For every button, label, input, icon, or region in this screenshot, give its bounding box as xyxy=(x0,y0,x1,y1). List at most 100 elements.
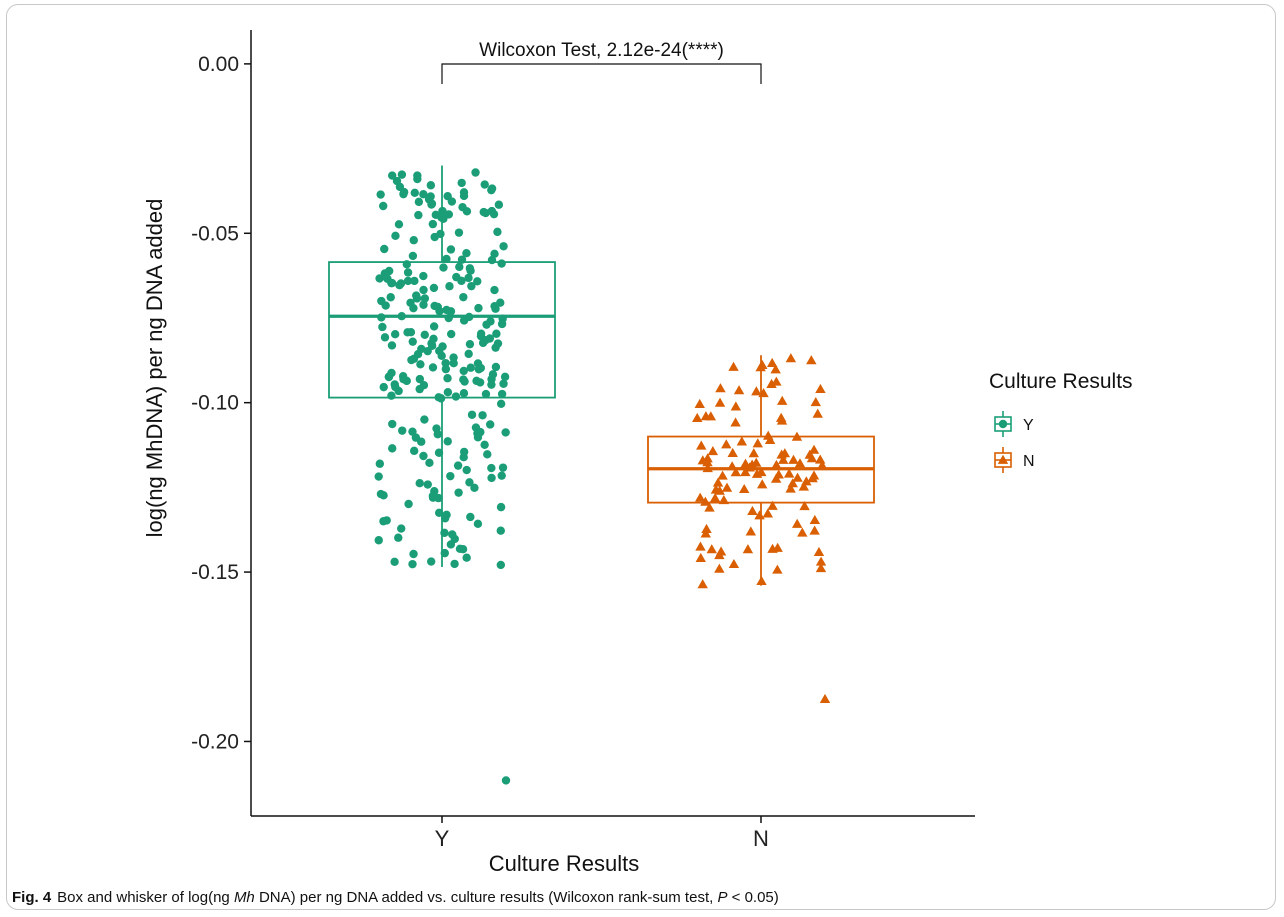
data-point xyxy=(425,459,433,467)
significance-bracket: Wilcoxon Test, 2.12e-24(****) xyxy=(442,40,761,84)
data-point xyxy=(502,776,510,784)
data-point xyxy=(414,350,422,358)
data-point xyxy=(414,211,422,219)
data-point xyxy=(388,279,396,287)
data-point xyxy=(381,333,389,341)
data-point xyxy=(792,519,802,528)
data-point xyxy=(391,383,399,391)
data-point xyxy=(463,466,471,474)
legend-title: Culture Results xyxy=(989,370,1133,393)
data-point xyxy=(409,550,417,558)
y-tick-label: -0.05 xyxy=(191,222,239,245)
data-point xyxy=(728,362,738,371)
data-point xyxy=(429,220,437,228)
data-point xyxy=(419,272,427,280)
data-point xyxy=(435,307,443,315)
data-point xyxy=(777,396,787,405)
data-point xyxy=(447,245,455,253)
data-point xyxy=(722,483,732,492)
data-point xyxy=(715,383,725,392)
data-point xyxy=(814,547,824,556)
data-point xyxy=(432,424,440,432)
caption-text-middle: DNA) per ng DNA added vs. culture result… xyxy=(255,889,718,906)
data-point xyxy=(464,350,472,358)
data-point xyxy=(495,201,503,209)
data-point xyxy=(419,286,427,294)
data-point xyxy=(415,198,423,206)
data-point xyxy=(388,444,396,452)
data-point xyxy=(478,411,486,419)
data-point xyxy=(379,202,387,210)
data-point xyxy=(410,277,418,285)
data-point xyxy=(419,190,427,198)
data-point xyxy=(739,484,749,493)
data-point xyxy=(757,479,767,488)
data-point xyxy=(447,330,455,338)
data-point xyxy=(454,461,462,469)
data-point xyxy=(430,322,438,330)
data-point xyxy=(481,209,489,217)
data-point xyxy=(701,524,711,533)
data-point xyxy=(730,417,740,426)
data-point xyxy=(486,420,494,428)
data-point xyxy=(487,186,495,194)
data-point xyxy=(374,472,382,480)
data-point xyxy=(445,210,453,218)
data-point xyxy=(444,437,452,445)
data-point xyxy=(452,392,460,400)
data-point xyxy=(399,372,407,380)
data-point xyxy=(412,433,420,441)
data-point xyxy=(460,377,468,385)
data-point xyxy=(450,560,458,568)
data-point xyxy=(486,317,494,325)
data-point xyxy=(396,183,404,191)
data-point xyxy=(413,171,421,179)
data-point xyxy=(776,413,786,422)
data-point xyxy=(753,438,763,447)
data-point xyxy=(408,560,416,568)
x-tick-label: N xyxy=(753,826,769,851)
legend-item-n: N xyxy=(995,447,1035,473)
data-point xyxy=(692,413,702,422)
data-point xyxy=(474,304,482,312)
data-point xyxy=(416,360,424,368)
data-point xyxy=(492,363,500,371)
data-point xyxy=(498,471,506,479)
data-point xyxy=(499,463,507,471)
y-axis: 0.00 -0.05 -0.10 -0.15 -0.20 xyxy=(191,30,251,816)
data-point xyxy=(376,460,384,468)
data-point xyxy=(388,420,396,428)
data-point xyxy=(813,409,823,418)
data-point xyxy=(696,553,706,562)
data-point xyxy=(439,263,447,271)
x-tick-label: Y xyxy=(435,826,450,851)
data-point xyxy=(481,336,489,344)
caption-italic-2: P xyxy=(717,889,727,906)
data-point xyxy=(708,446,718,455)
box-iqr xyxy=(329,262,555,398)
data-point xyxy=(497,561,505,569)
data-point xyxy=(767,358,777,367)
data-point xyxy=(455,228,463,236)
data-point xyxy=(442,306,450,314)
data-point xyxy=(797,527,807,536)
legend-item-y: Y xyxy=(995,411,1034,437)
caption-text-before: Box and whisker of log(ng xyxy=(57,889,234,906)
data-point xyxy=(388,341,396,349)
data-point xyxy=(426,192,434,200)
data-point xyxy=(467,364,475,372)
data-point xyxy=(429,335,437,343)
data-point xyxy=(452,273,460,281)
data-point xyxy=(465,478,473,486)
data-point xyxy=(423,347,431,355)
data-point xyxy=(431,233,439,241)
data-point xyxy=(816,557,826,566)
data-point xyxy=(487,464,495,472)
data-point xyxy=(757,360,767,369)
data-point xyxy=(497,526,505,534)
data-point xyxy=(786,353,796,362)
y-tick-label: 0.00 xyxy=(198,53,239,76)
y-axis-label: log(ng MhDNA) per ng DNA added xyxy=(142,199,167,538)
data-point xyxy=(409,252,417,260)
